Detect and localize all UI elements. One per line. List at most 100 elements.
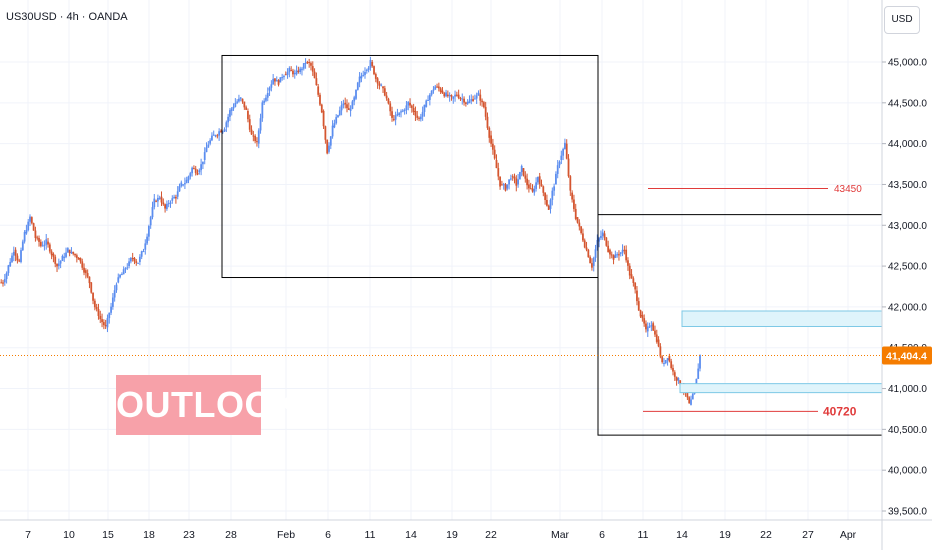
candle-body [101,319,103,323]
candle-body [202,161,204,165]
candle-body [270,84,273,88]
candle-body [571,192,574,200]
candle-body [243,101,246,108]
candle-body [439,88,442,92]
supply-zone [681,310,883,328]
candle-body [392,119,395,121]
candle-body [9,261,12,267]
candle-body [574,208,577,219]
candle-body [99,315,102,320]
candle-body [691,393,694,400]
candle-body [409,102,411,106]
candle-body [302,63,305,69]
candle-body [454,94,456,97]
candle-body [16,255,19,261]
candle-body [209,140,212,144]
candle-body [405,105,408,111]
candle-body [643,318,646,324]
candle-body [95,306,98,310]
candle-body [265,97,267,101]
time-tick-label: 18 [143,529,155,541]
candle-body [234,103,237,107]
candle-body [418,117,420,119]
time-tick-label: 11 [365,529,376,541]
candle-body [47,241,49,245]
candle-body [174,196,177,199]
price-axis[interactable]: 39,500.040,000.040,500.041,000.041,500.0… [881,0,932,550]
time-tick-label: Mar [551,529,570,541]
level-label-40720: 40720 [823,404,857,418]
candle-body [59,260,62,264]
candle-body [628,265,631,276]
candle-body [225,122,228,128]
candle-body [430,90,433,95]
candle-body [605,237,608,246]
candle-body [315,78,318,86]
candle-body [526,178,529,186]
candle-body [256,141,258,143]
candle-body [268,87,271,91]
time-axis[interactable]: 7 10 15 18 23 28 Feb 6 11 14 19 22 Mar 6 11 14 19 22 27 Apr [0,519,932,541]
candle-body [589,257,592,264]
candle-body [176,191,179,197]
candle-body [445,92,447,97]
candle-body [106,318,109,328]
candle-body [288,67,291,73]
candle-body [522,168,525,176]
candle-body [450,95,453,97]
candle-body [275,80,278,82]
candle-body [301,68,303,71]
price-tick-label: 42,500.0 [888,262,927,273]
candle-body [2,282,4,284]
candle-body [194,168,197,173]
candle-body [506,184,509,189]
candle-body [290,70,293,72]
candle-body [138,256,141,263]
time-tick-label: 11 [638,529,649,541]
candle-body [214,135,217,137]
candle-body [120,274,123,276]
candle-body [211,135,213,141]
candle-body [614,254,617,258]
candle-body [187,176,190,181]
candle-body [591,263,593,268]
current-price-label: 41,404.4 [886,351,927,363]
candle-body [248,119,251,130]
price-tick-label: 45,000.0 [888,58,927,69]
candle-body [281,77,284,79]
demand-zone [679,383,883,394]
candle-body [5,273,8,280]
candle-body [0,282,3,284]
candle-body [513,176,516,179]
candle-body [531,188,534,192]
candle-body [27,221,30,231]
candle-body [137,262,139,264]
candle-body [333,123,336,128]
candle-body [295,70,298,75]
candle-body [220,131,222,133]
candle-body [88,276,91,284]
candle-body [362,74,365,76]
candle-body [488,127,491,138]
current-price-tag [882,346,932,365]
candle-body [297,70,300,72]
candle-body [292,70,294,75]
candle-body [338,110,341,116]
candle-body [668,355,671,362]
candle-body [322,110,325,127]
candle-body [239,97,242,99]
candle-body [124,268,127,270]
currency-button[interactable]: USD [884,6,920,34]
candle-body [672,367,674,372]
candle-body [66,248,69,253]
candle-body [646,326,649,332]
candle-body [223,129,226,132]
candle-body [36,237,39,239]
candle-body [126,267,129,269]
candle-body [43,244,46,246]
candle-body [178,186,181,192]
price-tick-label: 43,000.0 [888,221,927,232]
candlestick-series [0,56,701,406]
candle-body [369,60,372,68]
